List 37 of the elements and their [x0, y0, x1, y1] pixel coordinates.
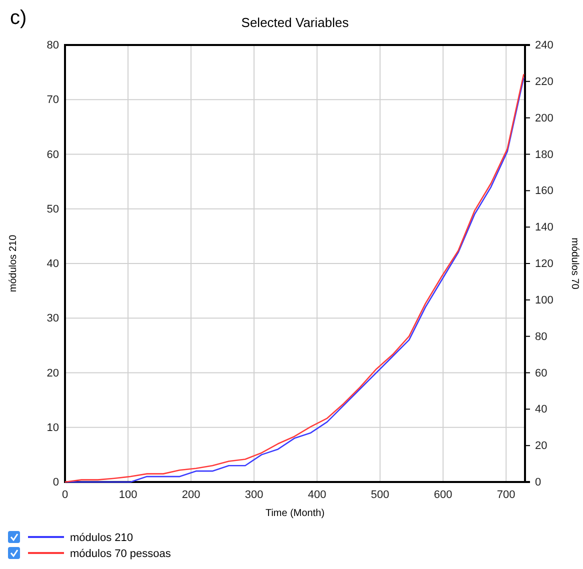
y2-tick-label: 220: [535, 76, 554, 88]
y-tick-label: 70: [46, 94, 59, 106]
y-tick-label: 10: [46, 422, 59, 434]
y2-tick-label: 40: [535, 404, 548, 416]
x-tick-label: 400: [308, 488, 326, 501]
legend-label: módulos 70 pessoas: [70, 548, 172, 560]
x-tick-label: 200: [182, 488, 200, 501]
y2-tick-label: 80: [535, 330, 548, 343]
y2-tick-label: 240: [535, 40, 554, 52]
y-tick-label: 80: [46, 40, 59, 52]
y-tick-label: 50: [46, 203, 59, 216]
x-tick-label: 700: [496, 488, 516, 501]
x-tick-label: 600: [434, 488, 452, 501]
y2-tick-label: 160: [535, 185, 554, 198]
y-tick-label: 60: [46, 148, 59, 161]
y-tick-label: 30: [46, 312, 59, 325]
x-axis-title: Time (Month): [265, 508, 325, 519]
y2-tick-label: 140: [535, 222, 554, 234]
x-tick-label: 500: [370, 488, 390, 501]
y2-tick-label: 0: [535, 476, 542, 489]
y-axis-title: módulos 210: [8, 234, 19, 292]
y2-tick-label: 20: [535, 440, 548, 452]
y2-tick-label: 100: [535, 294, 554, 306]
y-tick-label: 0: [52, 476, 59, 489]
y2-tick-label: 60: [535, 367, 548, 380]
x-tick-label: 0: [62, 488, 68, 501]
y2-axis-title: módulos 70: [569, 238, 580, 290]
y2-tick-label: 120: [535, 258, 554, 270]
y2-tick-label: 180: [535, 148, 554, 161]
y-tick-label: 20: [46, 367, 59, 380]
x-tick-label: 100: [118, 488, 138, 501]
legend-label: módulos 210: [70, 532, 133, 544]
y2-tick-label: 200: [535, 112, 554, 124]
text: c): [10, 7, 27, 29]
x-tick-label: 300: [244, 488, 264, 501]
chart-title: Selected Variables: [241, 15, 350, 30]
y-tick-label: 40: [46, 258, 59, 270]
